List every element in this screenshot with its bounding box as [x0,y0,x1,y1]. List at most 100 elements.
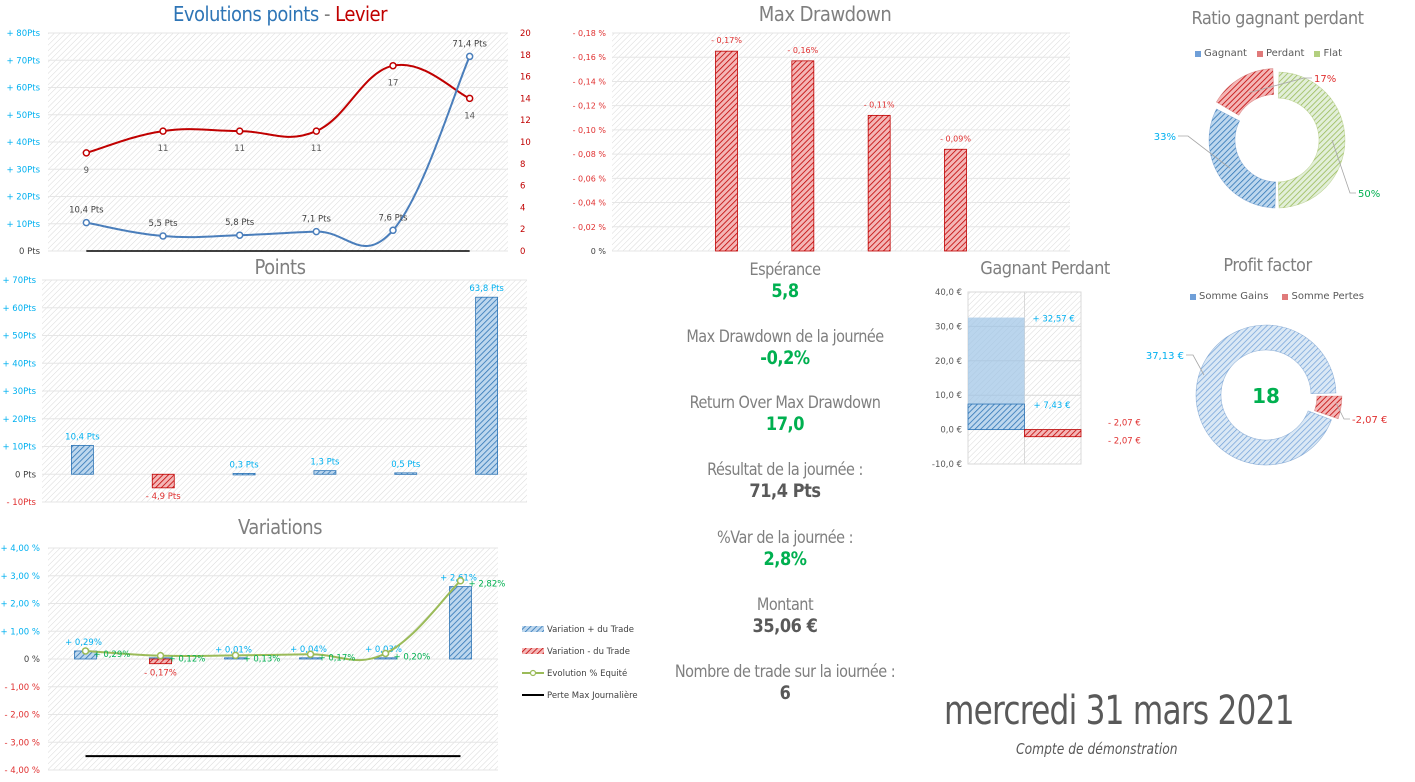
slice-data-label: 50% [1358,189,1380,200]
evolution-title-points: Evolutions points [172,2,319,26]
slice-data-label: -2,07 € [1352,415,1387,426]
levier-data-label: 11 [158,144,169,154]
kpi-resultat: Résultat de la journée : 71,4 Pts [640,460,930,502]
equity-data-label: + 0,20% [394,652,431,662]
donut-slice [1215,68,1275,116]
plot-area [612,33,1070,251]
y2-tick-label: 14 [520,94,531,104]
y-tick-label: - 1,00 % [5,683,40,693]
y2-tick-label: 4 [520,203,525,213]
bar [313,470,337,475]
profit-factor-legend: Somme Gains Somme Pertes [1190,291,1364,302]
y-tick-label: - 0,08 % [573,150,607,159]
equity-data-label: + 0,29% [94,650,131,660]
y2-tick-label: 10 [520,138,531,148]
kpi-value: -0,2% [760,347,810,369]
donut-slice-gains [1195,324,1337,466]
bar [151,473,175,489]
y-tick-label: - 4,00 % [5,766,40,776]
y-tick-label: + 70Pts [2,276,36,286]
levier-point [82,149,91,157]
leader-line [1248,77,1312,94]
bar-data-label: 0,3 Pts [230,460,260,470]
kpi-var: %Var de la journée : 2,8% [640,528,930,570]
donut-slice [1208,108,1277,209]
bar-data-label: + 32,57 € [1033,315,1075,325]
bar-data-label: 63,8 Pts [469,284,504,294]
levier-data-label: 11 [234,144,245,154]
ratio-donut-chart: 33% 17% 50% [1154,68,1380,209]
y-tick-label: - 0,12 % [573,102,607,111]
legend-flat: Flat [1314,48,1342,59]
levier-data-label: 14 [464,111,475,121]
points-point [235,231,244,239]
y-tick-label: - 3,00 % [5,738,40,748]
y-tick-label: 0 Pts [15,470,37,480]
bar-data-label: 1,3 Pts [310,458,340,468]
legend-label: Variation + du Trade [547,625,634,635]
drawdown-chart-title: Max Drawdown [758,2,892,26]
equity-data-label: + 0,17% [319,653,356,663]
y-tick-label: + 2,00 % [0,600,40,610]
kpi-label: Espérance [749,260,821,280]
leader-line [1335,402,1350,420]
legend-swatch-icon [522,648,544,654]
levier-point [159,127,167,135]
equity-data-label: + 0,13% [244,654,281,664]
y-tick-label: - 0,02 % [573,223,607,232]
profit-factor-value: 18 [1252,384,1280,408]
kpi-esperance: Espérance 5,8 [640,260,930,302]
y-tick-label: - 2,00 % [5,711,40,721]
slice-data-label: 17% [1314,74,1336,85]
legend-label: Gagnant [1204,48,1247,59]
equity-point [306,650,315,659]
y-tick-label: -10,0 € [932,460,962,470]
points-chart: - 10Pts 0 Pts + 10Pts + 20Pts + 30Pts + 40Pts… [2,276,527,508]
drawdown-chart: 0 % - 0,02 % - 0,04 % - 0,06 % - 0,08 % - 0,1… [573,29,1070,256]
y-tick-label: 10,0 € [935,391,962,401]
gagnant-perdant-title: Gagnant Perdant [980,258,1110,279]
account-name: Compte de démonstration [1016,740,1178,758]
y-tick-label: + 50Pts [6,111,40,121]
legend-swatch-icon [1282,293,1289,300]
kpi-value: 5,8 [771,280,799,302]
y-tick-label: 0 % [591,247,607,256]
bar-data-label: - 0,17% [144,669,177,679]
kpi-label: Return Over Max Drawdown [689,393,881,413]
donut-slice-pertes [1314,395,1343,420]
legend-label: Perdant [1265,48,1305,59]
y-tick-label: + 20Pts [2,415,36,425]
equity-data-label: + 2,82% [469,580,506,590]
bar-data-label: - 0,09% [940,134,971,143]
levier-point [389,61,397,70]
donut-slice [1277,71,1346,209]
points-data-label: 5,5 Pts [148,219,178,229]
y-tick-label: + 1,00 % [0,627,40,637]
y2-tick-label: 8 [520,160,525,170]
legend-somme-gains: Somme Gains [1190,291,1268,302]
y-tick-label: + 3,00 % [0,572,40,582]
bar [867,114,891,252]
bar-data-label: + 7,43 € [1034,401,1071,411]
legend-label: Perte Max Journalière [547,690,638,701]
bar-data-label: + 0,04% [290,645,327,655]
bar [232,473,256,476]
levier-point [235,127,244,135]
legend-label: Somme Pertes [1291,291,1364,302]
y2-tick-label: 6 [520,182,525,192]
y-tick-label: - 10Pts [7,498,37,508]
y-tick-label: + 10Pts [2,443,36,453]
bar-data-label: + 0,29% [65,638,102,648]
legend-somme-pertes: Somme Pertes [1282,291,1364,302]
y-tick-label: + 60Pts [6,84,40,94]
y-tick-label: + 10Pts [6,220,40,230]
points-point [465,52,474,61]
profit-factor-title: Profit factor [1223,255,1312,276]
bar [944,148,967,252]
legend-swatch-icon [1314,50,1321,57]
y2-tick-label: 0 [520,247,525,257]
legend-label: Evolution % Equité [547,668,627,679]
y-tick-label: - 0,18 % [573,29,607,38]
bar [71,444,94,475]
y-tick-label: 40,0 € [935,288,962,298]
